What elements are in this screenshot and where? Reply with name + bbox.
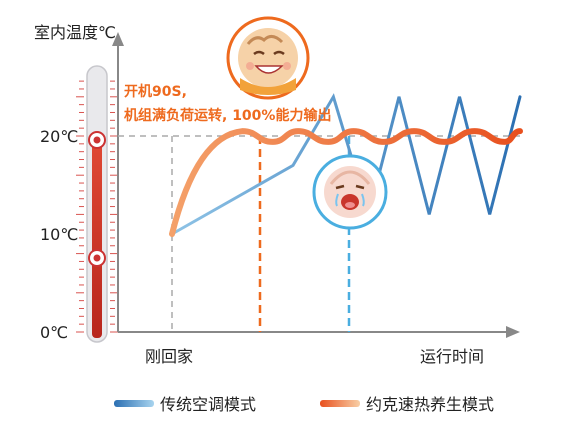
happy-baby-icon bbox=[226, 16, 310, 100]
line-york bbox=[169, 128, 523, 237]
series-york bbox=[169, 128, 523, 237]
series-layer bbox=[169, 93, 523, 237]
axes bbox=[112, 32, 520, 338]
legend-swatch-york bbox=[320, 400, 360, 407]
crying-baby-icon bbox=[312, 154, 388, 230]
series-traditional bbox=[170, 93, 522, 236]
x-axis-title: 运行时间 bbox=[420, 347, 484, 366]
y-tick-label: 10℃ bbox=[40, 225, 78, 244]
thermometer-icon bbox=[76, 65, 118, 343]
annotation-line1: 开机90S, bbox=[124, 83, 187, 100]
thermometer-scale bbox=[76, 80, 118, 333]
legend-label-traditional: 传统空调模式 bbox=[160, 395, 256, 414]
y-axis-title: 室内温度℃ bbox=[34, 23, 116, 42]
legend: 传统空调模式 约克速热养生模式 bbox=[114, 395, 494, 414]
x-axis-arrow bbox=[506, 326, 520, 338]
y-tick-label: 20℃ bbox=[40, 127, 78, 146]
y-axis-arrow bbox=[112, 32, 124, 46]
legend-label-york: 约克速热养生模式 bbox=[366, 395, 494, 414]
reference-lines bbox=[118, 135, 520, 332]
y-tick-label: 0℃ bbox=[40, 323, 68, 342]
line-traditional bbox=[170, 93, 522, 236]
annotation-line2: 机组满负荷运转, 100%能力输出 bbox=[124, 107, 331, 124]
legend-swatch-traditional bbox=[114, 400, 154, 407]
y-tick-labels: 0℃ 10℃ 20℃ bbox=[40, 127, 78, 342]
x-marker-label: 刚回家 bbox=[145, 347, 193, 366]
